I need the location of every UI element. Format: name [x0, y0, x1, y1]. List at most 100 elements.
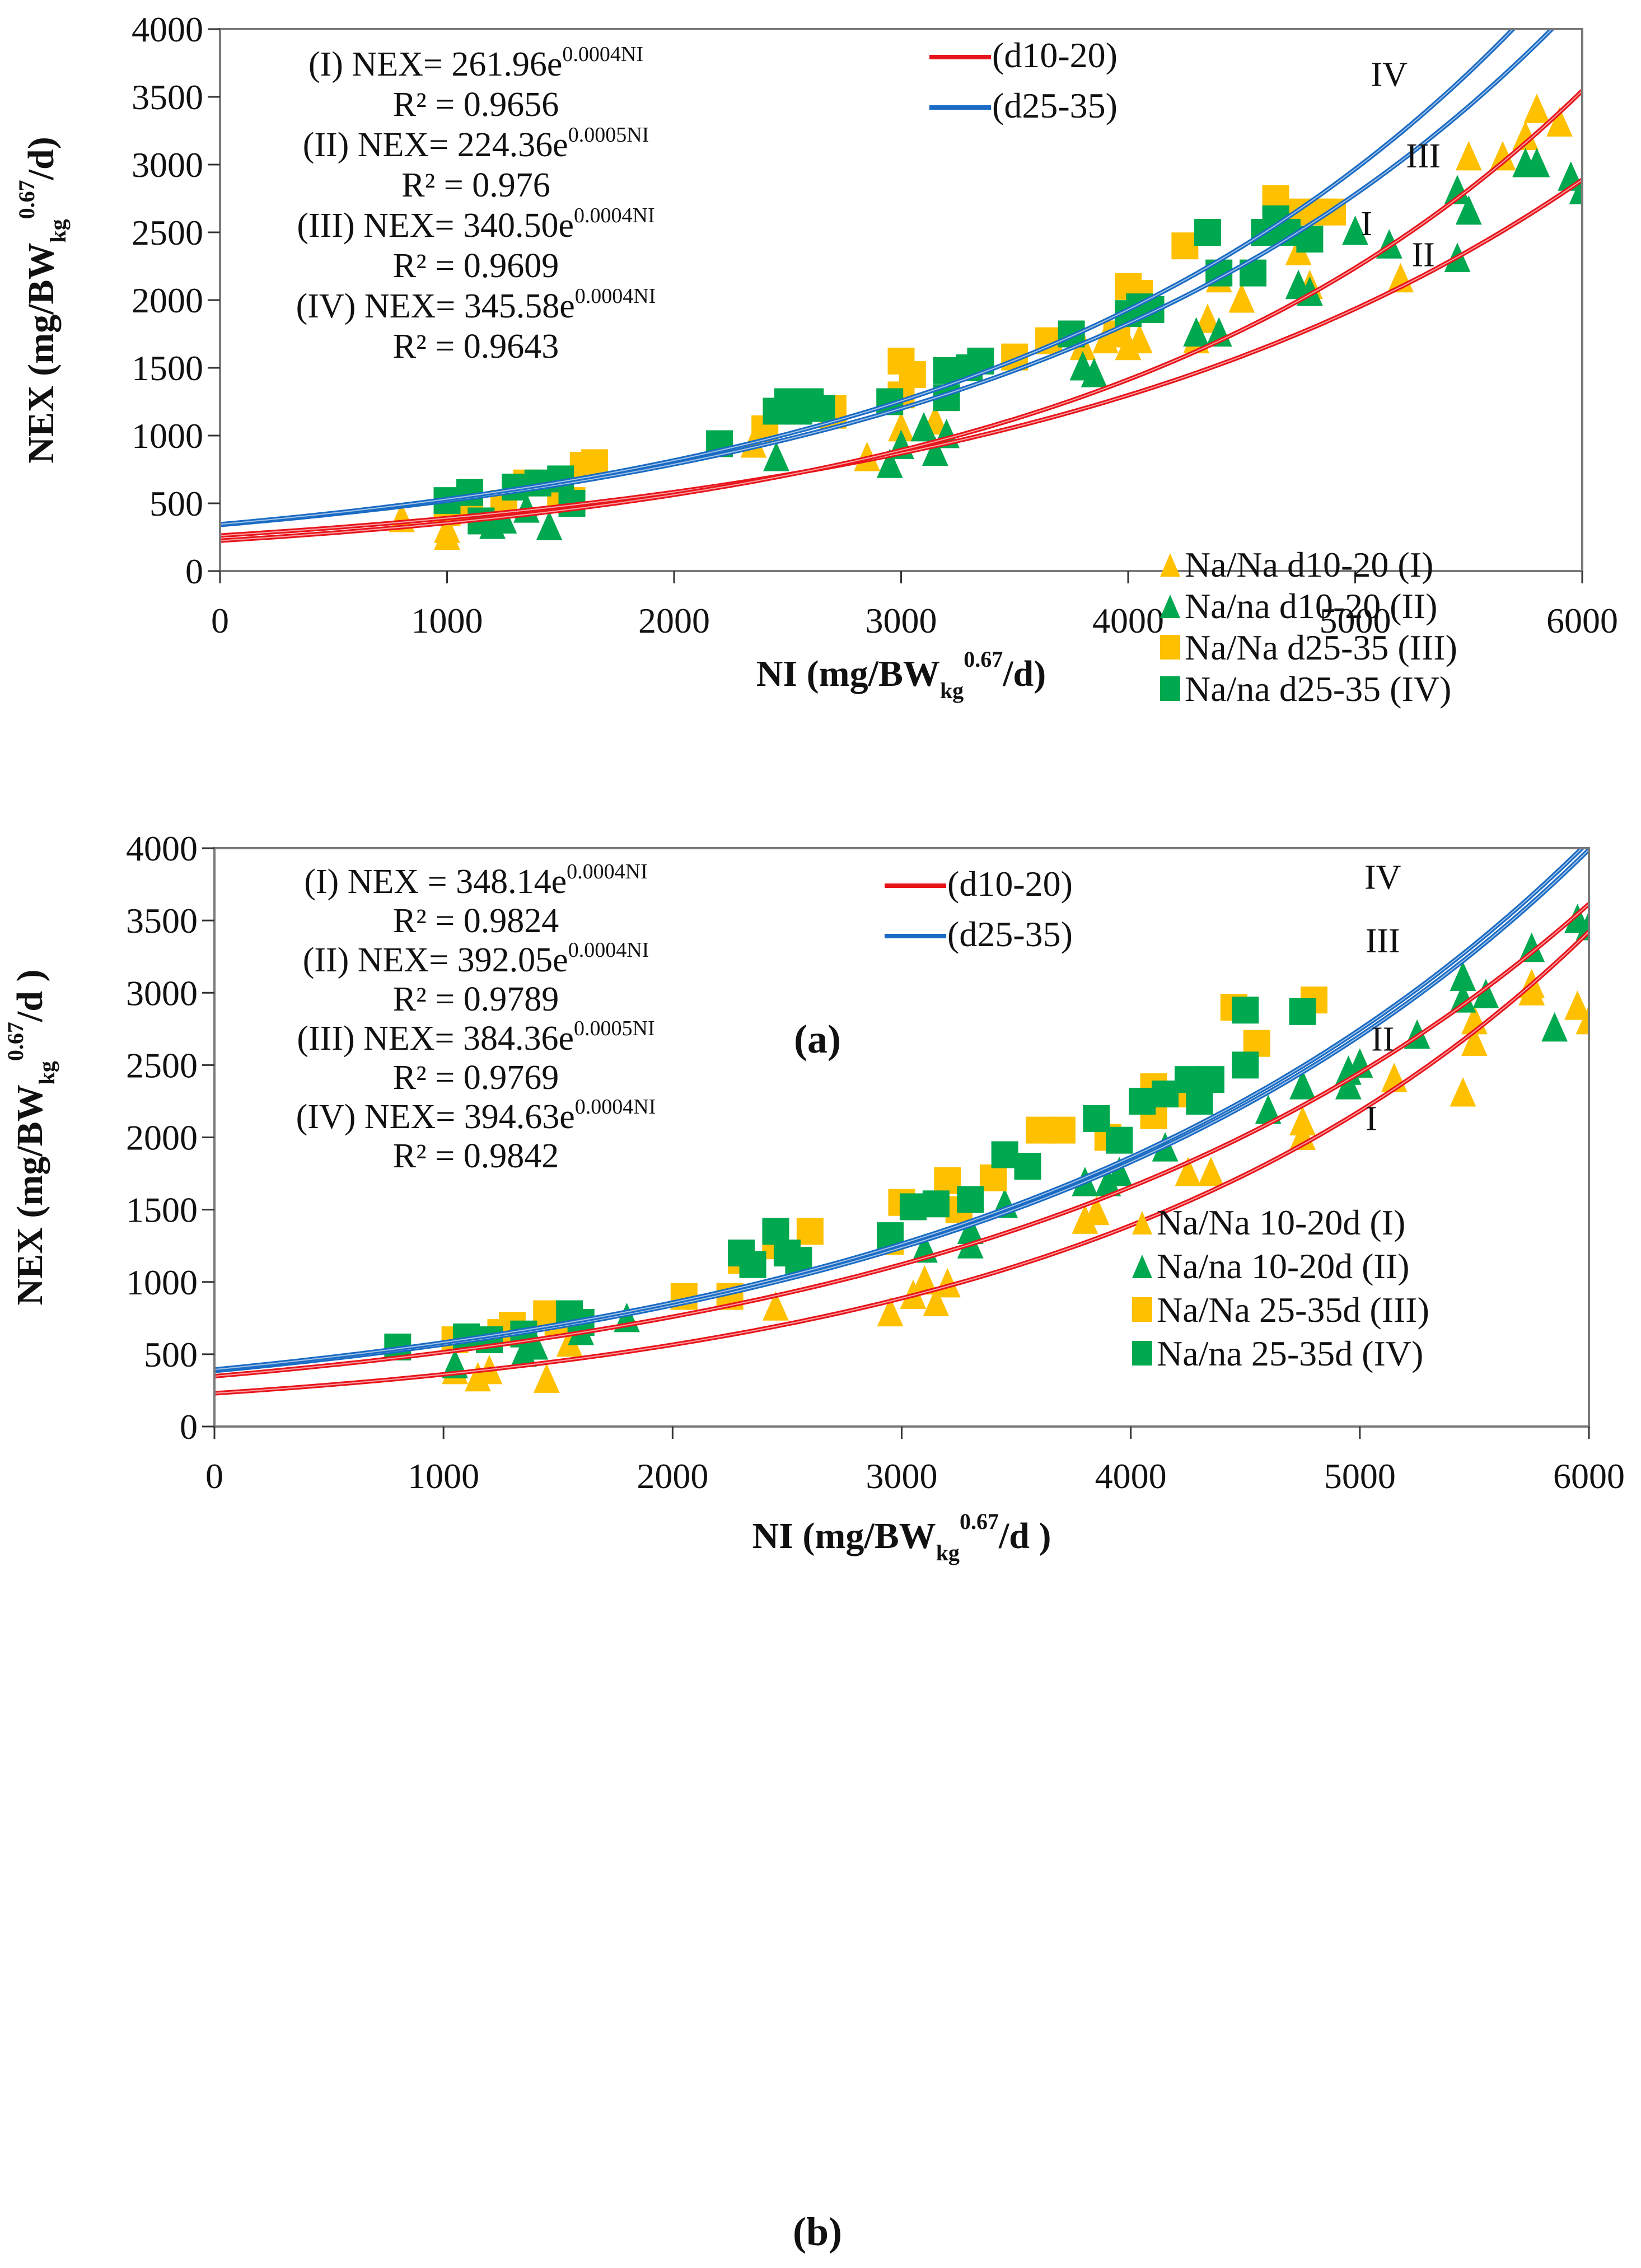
- data-point-triangle: [1461, 1026, 1488, 1056]
- equation-exponent: 0.0004NI: [567, 860, 648, 883]
- data-point-square: [980, 1164, 1007, 1191]
- equation-III: (III) NEX= 384.36e0.0005NI: [297, 1017, 654, 1058]
- data-point-triangle: [1289, 1070, 1316, 1100]
- data-point-triangle: [1198, 1157, 1224, 1186]
- fit-curve-highlight-II: [220, 90, 1582, 541]
- data-point-triangle: [1450, 1077, 1476, 1107]
- x-axis-title: NI (mg/BWkg0.67/d ): [752, 1509, 1051, 1565]
- y-axis-title: NEX (mg/BWkg 0.67/d): [14, 137, 71, 463]
- data-point-triangle: [533, 1363, 560, 1393]
- y-tick-label: 3000: [126, 973, 198, 1013]
- equation-II: (II) NEX= 392.05e0.0004NI: [303, 938, 649, 979]
- equation-exponent: 0.0004NI: [568, 938, 649, 962]
- legend-marker-triangle: [1160, 595, 1180, 618]
- axes-b: 0 500 1000 1500 2000 2500 3000 3500 4000 0 1000 200…: [3, 829, 1625, 1565]
- y-tick-label: 3500: [126, 901, 198, 941]
- x-axis-title-tail: /d): [1002, 653, 1046, 694]
- legend-label: Na/Na d10-20 (I): [1185, 545, 1433, 584]
- equation-coef: 392.05e: [457, 941, 568, 979]
- y-tick-label: 500: [149, 484, 203, 523]
- r-squared-III: R² = 0.9769: [393, 1059, 559, 1097]
- x-tick-label: 6000: [1553, 1456, 1625, 1496]
- curve-label-II: II: [1412, 236, 1435, 274]
- data-point-triangle: [1255, 1095, 1282, 1124]
- x-tick-label: 2000: [638, 601, 710, 640]
- data-point-triangle: [1183, 317, 1210, 347]
- y-tick-label: 2500: [126, 1045, 198, 1085]
- data-point-triangle: [1569, 175, 1582, 204]
- data-point-square: [899, 1193, 927, 1220]
- data-point-triangle: [1546, 107, 1573, 137]
- fit-curve-highlight-I: [214, 931, 1589, 1394]
- equation-exponent: 0.0005NI: [574, 1017, 655, 1040]
- data-point-square: [1171, 232, 1199, 260]
- data-point-triangle: [1455, 195, 1482, 225]
- data-point-square: [808, 395, 835, 422]
- x-tick-label: 1000: [408, 1456, 479, 1496]
- x-tick-label: 6000: [1546, 601, 1618, 640]
- data-point-square: [1232, 997, 1259, 1024]
- equation-prefix: (IV) NEX=: [296, 1098, 464, 1136]
- equation-II: (II) NEX= 224.36e0.0005NI: [303, 123, 649, 164]
- legend-marker-square: [1160, 676, 1180, 701]
- y-axis-title-main: NEX (mg/BW: [10, 1084, 50, 1305]
- data-point-triangle: [1106, 1157, 1133, 1186]
- r-squared-IV: R² = 0.9643: [393, 328, 559, 366]
- y-tick-label: 0: [185, 551, 203, 591]
- y-axis-title-sup: 0.67: [3, 1022, 28, 1061]
- data-point-triangle: [888, 411, 914, 442]
- y-tick-label: 2000: [132, 280, 203, 320]
- data-point-triangle: [763, 1291, 789, 1321]
- legend-a: (d10-20) (d25-35) Na/Na d10-20 (I)Na/na d1…: [929, 35, 1457, 709]
- data-point-triangle: [1564, 990, 1589, 1020]
- legend-label: Na/na 10-20d (II): [1157, 1246, 1409, 1286]
- equation-coef: 345.58e: [464, 287, 575, 325]
- x-axis-title-main: NI (mg/BW: [756, 653, 940, 694]
- legend-label: Na/na d10-20 (II): [1185, 586, 1437, 626]
- data-point-triangle: [1523, 93, 1550, 123]
- curve-label-IV: IV: [1364, 858, 1401, 896]
- equation-prefix: (III) NEX=: [297, 207, 463, 245]
- y-axis-title-main: NEX (mg/BW: [21, 243, 62, 464]
- legend-marker-square: [1160, 635, 1180, 660]
- data-point-triangle: [923, 1287, 950, 1316]
- data-point-square: [796, 1218, 824, 1245]
- data-point-triangle: [763, 442, 789, 471]
- curve-label-I: I: [1366, 1100, 1377, 1138]
- curve-label-IV: IV: [1371, 56, 1408, 94]
- fit-curve-highlight-II: [214, 903, 1589, 1377]
- data-point-square: [1232, 1051, 1259, 1079]
- line-legend-label: (d10-20): [947, 864, 1073, 904]
- data-point-square: [739, 1251, 766, 1278]
- fit-curve-highlight-IV: [214, 848, 1583, 1371]
- x-tick-label: 0: [205, 1456, 223, 1496]
- x-axis-title-sub: kg: [936, 1540, 960, 1565]
- panel-a: 0 500 1000 1500 2000 2500 3000 3500 4000 0 1000 200…: [14, 10, 1618, 1061]
- plot-area-a: [220, 29, 1582, 550]
- x-tick-label: 1000: [412, 601, 483, 640]
- equation-IV: (IV) NEX= 345.58e0.0004NI: [296, 284, 656, 325]
- r-squared-IV: R² = 0.9842: [393, 1137, 559, 1175]
- equation-exponent: 0.0005NI: [568, 123, 649, 147]
- data-point-triangle: [1518, 932, 1545, 962]
- line-legend-label: (d10-20): [992, 35, 1118, 75]
- legend-label: Na/Na 10-20d (I): [1157, 1203, 1405, 1242]
- equation-prefix: (II) NEX=: [303, 941, 457, 979]
- fit-curve-highlight-I: [220, 179, 1582, 536]
- data-point-triangle: [1512, 120, 1539, 151]
- data-point-square: [581, 449, 609, 476]
- x-axis-title-sup: 0.67: [964, 647, 1003, 672]
- data-point-square: [1194, 219, 1221, 246]
- axes-a: 0 500 1000 1500 2000 2500 3000 3500 4000 0 1000 200…: [14, 10, 1618, 703]
- curve-label-III: III: [1366, 922, 1400, 960]
- data-point-triangle: [922, 436, 948, 466]
- data-point-square: [1197, 1066, 1224, 1093]
- equation-prefix: (II) NEX=: [303, 126, 457, 164]
- y-tick-label: 500: [144, 1335, 198, 1374]
- data-point-triangle: [1489, 141, 1516, 171]
- r-squared-II: R² = 0.9789: [393, 980, 559, 1018]
- x-tick-label: 3000: [866, 601, 937, 640]
- fit-curve-highlight-IV: [220, 29, 1514, 525]
- y-tick-label: 3500: [132, 77, 203, 117]
- legend-marker-square: [1132, 1297, 1152, 1322]
